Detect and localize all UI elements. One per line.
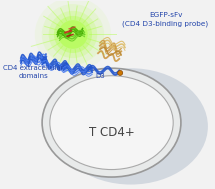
Circle shape <box>42 4 104 65</box>
Text: EGFP-sFv
(CD4 D3-binding probe): EGFP-sFv (CD4 D3-binding probe) <box>122 12 209 27</box>
Ellipse shape <box>42 68 181 177</box>
Ellipse shape <box>50 76 173 170</box>
Ellipse shape <box>54 68 208 184</box>
Circle shape <box>58 20 88 49</box>
Circle shape <box>118 70 123 75</box>
Text: D3: D3 <box>95 73 105 79</box>
Text: T CD4+: T CD4+ <box>89 125 134 139</box>
Circle shape <box>54 16 92 53</box>
Circle shape <box>49 11 97 58</box>
Circle shape <box>35 0 111 72</box>
Text: CD4 extracellular
domains: CD4 extracellular domains <box>3 65 64 79</box>
